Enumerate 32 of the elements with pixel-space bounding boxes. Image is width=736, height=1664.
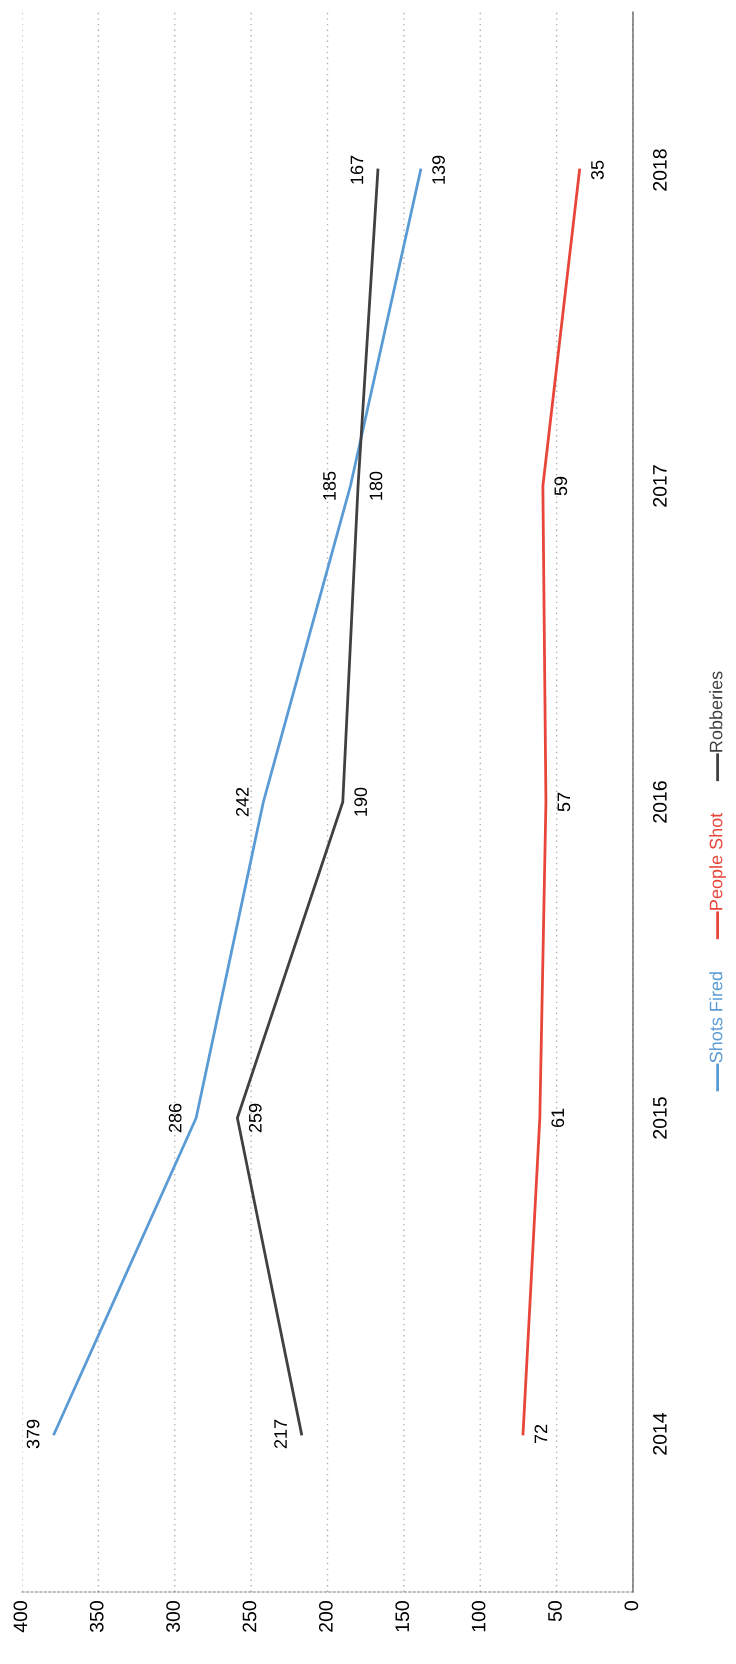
data-label: 217 <box>274 1419 287 1449</box>
x-tick-label: 200 <box>318 1601 333 1632</box>
data-label: 59 <box>554 476 568 496</box>
y-tick-label: 2016 <box>652 781 667 823</box>
data-label: 379 <box>26 1419 40 1449</box>
text: People Shot <box>709 812 727 910</box>
data-label: 242 <box>235 787 249 817</box>
x-tick-label: 250 <box>242 1601 257 1632</box>
data-label: 286 <box>168 1103 182 1133</box>
text: Shots Fired <box>709 972 723 1063</box>
x-tick-label: 350 <box>89 1601 104 1633</box>
x-tick-label: 100 <box>471 1601 486 1632</box>
x-tick-label: 300 <box>166 1601 180 1633</box>
x-tick-label: 50 <box>548 1601 562 1622</box>
data-label: 190 <box>354 787 368 816</box>
data-label: 167 <box>350 155 364 184</box>
data-label: 139 <box>432 155 445 184</box>
data-label: 61 <box>551 1108 565 1128</box>
data-label: 57 <box>557 792 571 812</box>
data-label: 180 <box>369 471 383 500</box>
x-tick-label: 400 <box>13 1601 28 1633</box>
data-label: 185 <box>323 471 336 500</box>
y-tick-label: 2018 <box>652 149 667 191</box>
y-tick-label: 2015 <box>652 1097 667 1139</box>
text: Robberies <box>709 671 723 752</box>
data-label: 259 <box>248 1103 262 1133</box>
y-tick-label: 2014 <box>652 1412 667 1455</box>
x-tick-label: 150 <box>395 1601 410 1632</box>
y-tick-label: 2017 <box>652 465 667 507</box>
data-label: 72 <box>534 1424 548 1444</box>
data-label: 35 <box>591 160 604 180</box>
x-tick-label: 0 <box>624 1601 639 1611</box>
